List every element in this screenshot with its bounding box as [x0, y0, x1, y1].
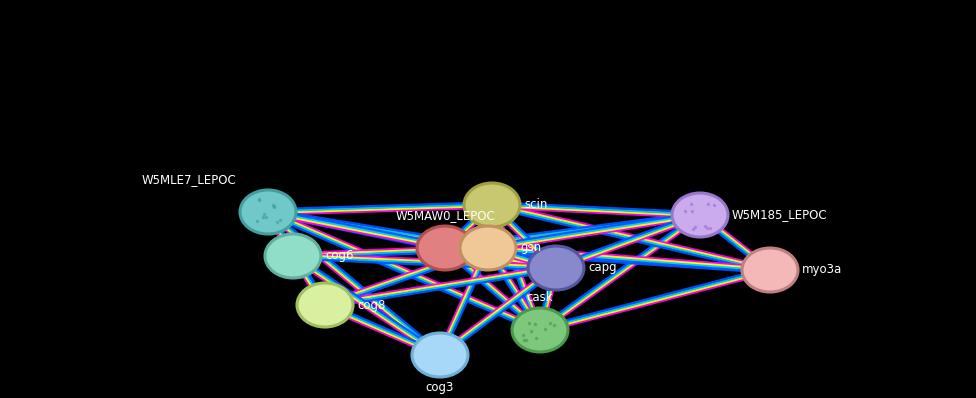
- Text: W5MAW0_LEPOC: W5MAW0_LEPOC: [395, 209, 495, 222]
- Text: cog8: cog8: [357, 298, 386, 312]
- Ellipse shape: [742, 248, 798, 292]
- Text: W5MLE7_LEPOC: W5MLE7_LEPOC: [142, 173, 236, 186]
- Text: myo3a: myo3a: [802, 263, 842, 277]
- Ellipse shape: [240, 190, 296, 234]
- Ellipse shape: [512, 308, 568, 352]
- Ellipse shape: [672, 193, 728, 237]
- Ellipse shape: [464, 183, 520, 227]
- Text: capg: capg: [588, 261, 617, 275]
- Ellipse shape: [412, 333, 468, 377]
- Text: gsn: gsn: [520, 242, 541, 254]
- Text: scin: scin: [524, 199, 548, 211]
- Ellipse shape: [460, 226, 516, 270]
- Ellipse shape: [417, 226, 473, 270]
- Ellipse shape: [528, 246, 584, 290]
- Ellipse shape: [297, 283, 353, 327]
- Text: W5M185_LEPOC: W5M185_LEPOC: [732, 209, 828, 222]
- Text: cog3: cog3: [426, 381, 454, 394]
- Ellipse shape: [265, 234, 321, 278]
- Text: cog6: cog6: [325, 250, 353, 263]
- Text: cask: cask: [527, 291, 553, 304]
